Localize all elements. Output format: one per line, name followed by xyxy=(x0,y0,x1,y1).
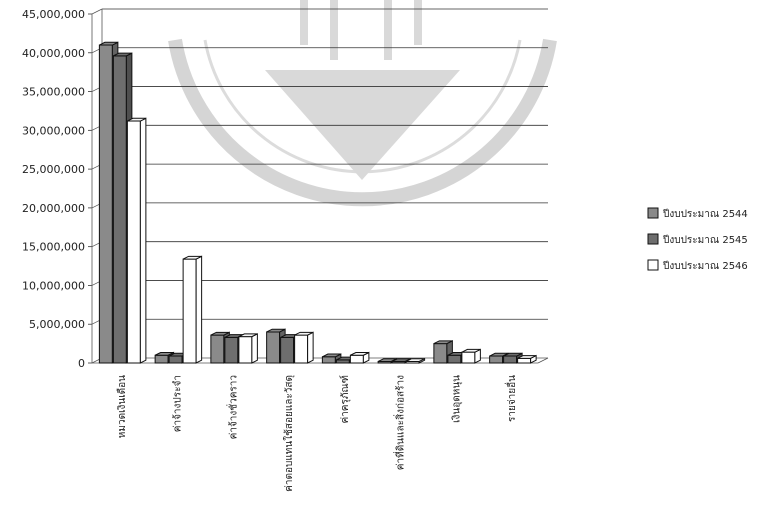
bar-top xyxy=(350,351,370,356)
legend: ปีงบประมาณ 2544 ปีงบประมาณ 2545 ปีงบประมาณ… xyxy=(647,207,748,272)
bar-top xyxy=(322,353,342,358)
bar-side xyxy=(139,117,147,364)
y-tick-label: 35,000,000 xyxy=(22,86,85,99)
x-tick-label: ค่าจ้างชั่วคราว xyxy=(225,375,239,439)
bar xyxy=(182,258,197,364)
y-tick-label: 20,000,000 xyxy=(22,202,85,215)
bar-top xyxy=(433,340,453,345)
bar-top xyxy=(182,255,202,260)
legend-label: ปีงบประมาณ 2544 xyxy=(662,208,747,220)
bar xyxy=(517,357,532,364)
bar-top xyxy=(266,328,286,333)
bar xyxy=(210,334,225,364)
bar-top xyxy=(99,41,119,46)
bar-top xyxy=(238,333,258,338)
x-tick-label: ค่าที่ดินและสิ่งก่อสร้าง xyxy=(393,375,407,470)
bar-side xyxy=(251,333,258,364)
bar-top xyxy=(405,358,425,362)
y-tick-label: 0 xyxy=(78,357,85,370)
bar xyxy=(447,354,462,364)
bar xyxy=(154,354,169,364)
y-tick-label: 30,000,000 xyxy=(22,124,85,137)
x-tick-label: รายจ่ายอื่น xyxy=(504,375,518,422)
x-tick-label: ค่าครุภัณฑ์ xyxy=(339,375,351,424)
bar xyxy=(112,55,127,364)
bar-side xyxy=(195,255,203,364)
bar xyxy=(461,351,476,364)
y-tick-label: 45,000,000 xyxy=(22,8,85,21)
y-tick-label: 15,000,000 xyxy=(22,241,85,254)
legend-label: ปีงบประมาณ 2545 xyxy=(662,234,747,246)
y-tick-label: 5,000,000 xyxy=(29,318,85,331)
bar xyxy=(349,354,364,364)
bar-top xyxy=(503,352,523,357)
y-tick-label: 10,000,000 xyxy=(22,279,85,292)
legend-swatch xyxy=(647,259,659,271)
x-tick-label: ค่าตอบแทนใช้สอยและวัสดุ xyxy=(283,375,295,492)
floor-right-edge xyxy=(537,357,549,364)
legend-swatch xyxy=(647,233,659,245)
bar xyxy=(280,336,295,364)
plot-area: 0 5,000,000 10,000,000 15,000,000 20,000,000… xyxy=(22,8,549,492)
bar xyxy=(489,355,504,364)
bar xyxy=(238,336,253,364)
bar-top xyxy=(154,351,174,356)
bar-top xyxy=(210,331,230,336)
seal-watermark xyxy=(168,0,557,207)
bar xyxy=(224,336,239,364)
y-tick-label: 25,000,000 xyxy=(22,163,85,176)
x-tick-label: หมวดเงินเดือน xyxy=(116,375,128,438)
x-tick-label: เงินอุดหนุน xyxy=(451,375,462,423)
bar-side xyxy=(307,331,314,364)
bar xyxy=(294,334,309,364)
bar xyxy=(503,355,518,364)
bar-top xyxy=(113,52,133,57)
bar xyxy=(433,343,448,364)
legend-swatch xyxy=(647,207,659,219)
bar-top xyxy=(127,117,147,122)
y-tick-label: 40,000,000 xyxy=(22,47,85,60)
x-tick-label: ค่าจ้างประจำ xyxy=(172,375,184,432)
bar xyxy=(98,44,113,364)
legend-label: ปีงบประมาณ 2546 xyxy=(662,260,747,272)
bar xyxy=(168,355,183,364)
bar-top xyxy=(517,355,537,359)
gridline-depth xyxy=(91,8,103,15)
bar-top xyxy=(461,348,481,353)
bar xyxy=(126,120,141,364)
bar xyxy=(266,331,281,364)
bar xyxy=(321,356,336,364)
bar-top xyxy=(294,331,314,336)
